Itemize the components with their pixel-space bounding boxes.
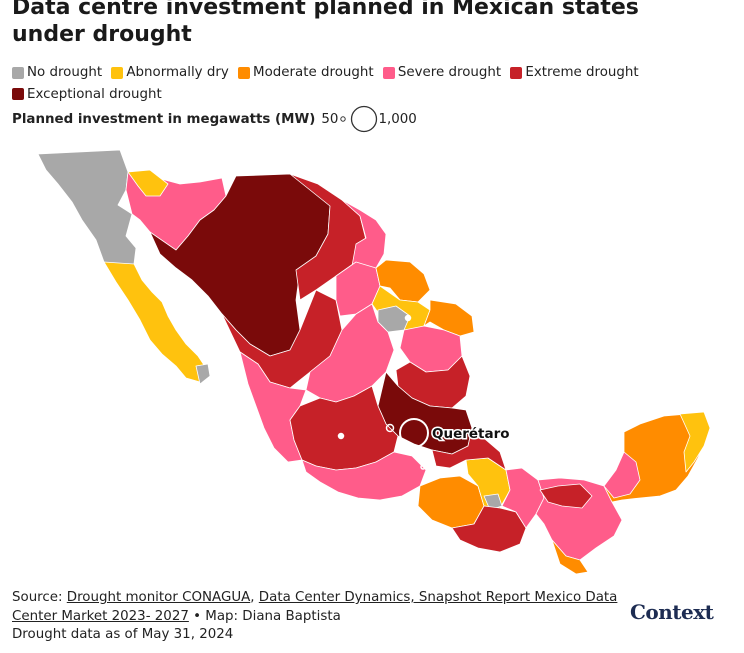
- region-baja-tip: [195, 363, 211, 385]
- size-key-circles: [340, 105, 378, 133]
- legend-item-moderate-drought: Moderate drought: [238, 63, 374, 82]
- source-credit: • Map: Diana Baptista: [188, 608, 341, 624]
- chart-title: Data centre investment planned in Mexica…: [12, 0, 639, 47]
- source-link-dcd[interactable]: Data Center Dynamics, Snapshot Report Me…: [12, 590, 618, 624]
- size-key-large-circle: [351, 105, 378, 133]
- legend-swatch: [111, 66, 124, 79]
- legend-swatch: [12, 66, 24, 79]
- size-key-small-circle: [340, 116, 347, 122]
- data-date-note: Drought data as of May 31, 2024: [12, 627, 234, 642]
- context-logo: Context: [630, 600, 714, 624]
- legend-swatch: [382, 66, 395, 79]
- region-baja-sur: [103, 261, 207, 383]
- legend-item-severe-drought: Severe drought: [382, 63, 502, 82]
- bubble-mexico-city: [420, 464, 426, 470]
- legend-swatch: [238, 66, 251, 79]
- legend-swatch: [510, 66, 523, 79]
- drought-legend: No drought Abnormally dry Moderate droug…: [12, 63, 652, 106]
- investment-bubbles: [337, 314, 436, 470]
- legend-item-exceptional-drought: Exceptional drought: [12, 85, 162, 104]
- drought-map: Querétaro: [37, 149, 711, 575]
- size-key-min-label: 50: [321, 111, 339, 127]
- region-extreme-east: [395, 355, 471, 409]
- bubble-size-key: Planned investment in megawatts (MW) 50 …: [12, 105, 417, 133]
- region-baja-north: [37, 149, 137, 271]
- source-note: Source: Drought monitor CONAGUA, Data Ce…: [12, 589, 622, 645]
- size-key-label: Planned investment in megawatts (MW): [12, 111, 316, 127]
- source-prefix: Source:: [12, 590, 67, 605]
- legend-swatch: [12, 88, 24, 100]
- source-link-conagua[interactable]: Drought monitor CONAGUA: [66, 590, 251, 605]
- bubble-jalisco: [337, 432, 345, 440]
- region-severe-campeche: [603, 451, 641, 499]
- bubble-guanajuato: [385, 423, 395, 433]
- legend-item-extreme-drought: Extreme drought: [510, 63, 639, 82]
- region-moderate-chiapas: [551, 539, 589, 575]
- region-extreme-tabasco: [539, 483, 593, 509]
- legend-item-abnormally-dry: Abnormally dry: [111, 63, 229, 82]
- bubble-queretaro: [399, 418, 429, 448]
- region-extreme-veracruz: [431, 427, 507, 471]
- size-key-max-label: 1,000: [378, 111, 417, 127]
- legend-label: Moderate drought: [253, 65, 374, 80]
- legend-label: Severe drought: [397, 65, 502, 80]
- bubble-mexico-state: [430, 461, 436, 467]
- region-moderate-oaxaca: [417, 475, 485, 529]
- bubble-label-queretaro: Querétaro: [432, 426, 510, 442]
- legend-label: Exceptional drought: [27, 86, 162, 102]
- legend-item-no-drought: No drought: [12, 63, 102, 82]
- legend-label: No drought: [27, 65, 103, 80]
- source-separator: ,: [250, 590, 259, 605]
- region-abnormal-yucatan: [679, 411, 711, 473]
- region-severe-oaxaca-coast: [501, 467, 545, 529]
- legend-label: Abnormally dry: [126, 65, 229, 80]
- bubble-nuevoleon: [404, 314, 412, 322]
- region-sonora-yellow: [127, 169, 169, 197]
- legend-label: Extreme drought: [525, 65, 639, 80]
- region-severe-guerrero: [301, 451, 427, 501]
